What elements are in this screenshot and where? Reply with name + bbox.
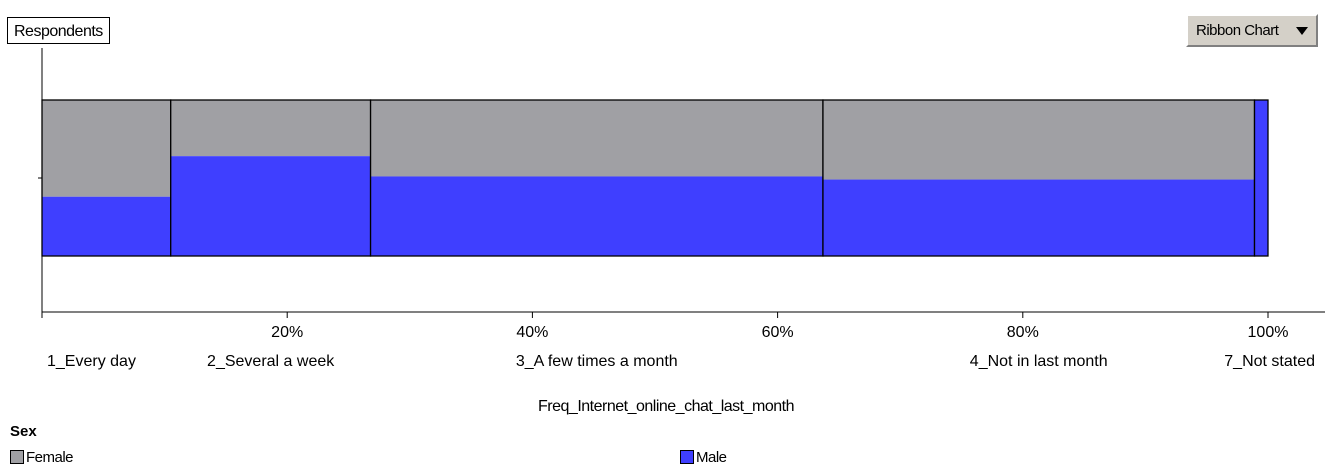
- bar-female: [822, 100, 1255, 180]
- legend-swatch-female: [10, 450, 24, 464]
- legend-label-female: Female: [26, 449, 74, 466]
- bar-male: [42, 196, 171, 256]
- dropdown-arrow-icon: [1296, 27, 1308, 35]
- category-label: 7_Not stated: [1224, 353, 1315, 370]
- category-label: 4_Not in last month: [970, 353, 1108, 370]
- x-tick-label: 80%: [1007, 324, 1039, 341]
- ribbon-chart: 20% 40% 60% 80% 100% 1_Every day 2_Several a w…: [38, 48, 1325, 370]
- x-tick-label: 100%: [1248, 324, 1289, 341]
- chart-type-label: Ribbon Chart: [1196, 22, 1279, 39]
- legend-title: Sex: [10, 423, 37, 440]
- x-tick-label: 60%: [762, 324, 794, 341]
- x-tick-label: 20%: [271, 324, 303, 341]
- bar-female: [170, 100, 371, 157]
- bar-male: [170, 156, 371, 256]
- legend-item-male: Male: [680, 450, 727, 466]
- category-label: 3_A few times a month: [516, 353, 678, 370]
- x-tick-label: 40%: [516, 324, 548, 341]
- legend-swatch-male: [680, 450, 694, 464]
- legend-label-male: Male: [696, 449, 727, 466]
- bar-male: [1254, 100, 1268, 256]
- bar-male: [822, 179, 1255, 256]
- bar-female: [42, 100, 171, 197]
- y-axis-label: Respondents: [7, 17, 110, 44]
- segment-outline: [1253, 99, 1269, 257]
- category-label: 2_Several a week: [207, 353, 335, 370]
- category-label: 1_Every day: [47, 353, 136, 370]
- bar-male: [370, 176, 823, 256]
- chart-type-dropdown[interactable]: Ribbon Chart: [1186, 14, 1318, 47]
- legend-item-female: Female: [10, 449, 74, 466]
- bar-female: [370, 100, 823, 177]
- x-axis-title: Freq_Internet_online_chat_last_month: [538, 398, 794, 415]
